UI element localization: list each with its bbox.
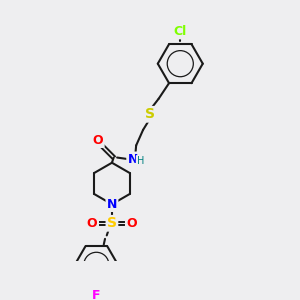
Text: Cl: Cl bbox=[174, 25, 187, 38]
Text: S: S bbox=[145, 107, 155, 121]
Text: S: S bbox=[107, 216, 117, 230]
Text: O: O bbox=[87, 217, 98, 230]
Text: N: N bbox=[128, 153, 138, 166]
Text: N: N bbox=[107, 198, 117, 211]
Text: F: F bbox=[92, 290, 100, 300]
Text: H: H bbox=[137, 156, 144, 166]
Text: O: O bbox=[127, 217, 137, 230]
Text: O: O bbox=[93, 134, 104, 147]
